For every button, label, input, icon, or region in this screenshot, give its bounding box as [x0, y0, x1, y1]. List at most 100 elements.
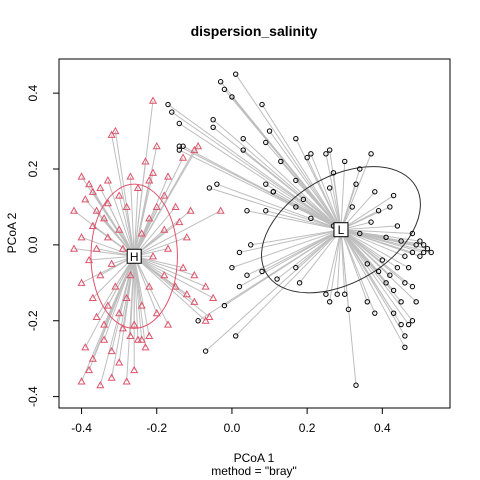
x-tick-label: 0.2: [299, 421, 316, 435]
point-H: [152, 202, 161, 211]
point-L: [248, 242, 254, 248]
point-L: [195, 318, 201, 324]
point-L: [409, 283, 416, 290]
spoke-line-H: [118, 195, 135, 257]
x-tick-label: 0.4: [374, 421, 391, 435]
spoke-line-H: [111, 134, 135, 257]
point-L: [214, 181, 220, 187]
point-H: [107, 259, 116, 267]
spoke-line-L: [340, 229, 432, 253]
point-L: [349, 204, 355, 210]
point-H: [100, 335, 109, 343]
spoke-line-L: [212, 119, 342, 231]
point-H: [205, 312, 214, 321]
spoke-line-L: [340, 229, 409, 269]
point-H: [107, 373, 116, 381]
point-H: [179, 263, 188, 271]
point-L: [372, 189, 378, 195]
point-L: [270, 189, 276, 195]
point-H: [88, 187, 97, 195]
point-L: [217, 79, 224, 85]
spoke-line-H: [133, 255, 206, 288]
point-H: [100, 320, 109, 328]
point-H: [137, 301, 146, 309]
spoke-line-H: [133, 210, 221, 257]
point-L: [424, 245, 431, 252]
point-L: [202, 348, 209, 354]
spoke-line-L: [171, 111, 342, 231]
point-H: [100, 214, 109, 222]
point-L: [428, 249, 434, 256]
centroid-H: H: [126, 248, 142, 264]
data-points: [69, 71, 434, 389]
point-L: [375, 268, 382, 275]
point-H: [137, 229, 146, 237]
spoke-line-L: [325, 229, 342, 295]
point-L: [308, 215, 314, 222]
spoke-line-L: [340, 229, 406, 337]
x-tick-label: -0.4: [71, 421, 92, 435]
spoke-line-H: [133, 149, 195, 257]
point-L: [405, 264, 412, 271]
spoke-line-L: [340, 229, 413, 234]
spoke-line-L: [239, 229, 342, 288]
point-H: [77, 172, 86, 180]
point-H: [141, 157, 150, 165]
spoke-line-L: [197, 229, 342, 322]
point-L: [413, 242, 419, 248]
spoke-line-L: [340, 229, 417, 303]
spoke-line-H: [133, 180, 150, 257]
point-H: [209, 293, 218, 302]
point-L: [398, 238, 404, 244]
point-L: [383, 234, 389, 240]
point-L: [364, 261, 370, 267]
spoke-line-H: [134, 236, 187, 257]
spoke-line-H: [133, 256, 146, 348]
x-tick-label: -0.2: [146, 421, 167, 435]
point-L: [372, 310, 378, 316]
y-tick-label: 0.0: [26, 236, 40, 253]
spoke-line-L: [340, 229, 420, 242]
point-H: [201, 282, 210, 290]
point-L: [326, 147, 333, 153]
point-H: [160, 270, 169, 279]
point-L: [293, 177, 299, 184]
point-L: [417, 238, 423, 244]
spoke-line-L: [179, 123, 342, 231]
point-L: [402, 333, 408, 339]
point-L: [326, 299, 333, 305]
spoke-line-L: [231, 229, 342, 269]
point-H: [163, 320, 173, 328]
y-tick-label: -0.4: [26, 386, 40, 407]
point-L: [229, 264, 235, 271]
point-H: [171, 202, 180, 211]
centroid-label-H: H: [130, 250, 139, 264]
ellipse-L: [261, 166, 421, 294]
point-L: [368, 219, 374, 225]
spoke-line-H: [73, 248, 135, 257]
spoke-line-L: [306, 157, 342, 230]
spoke-line-H: [133, 255, 210, 318]
spoke-line-L: [242, 138, 342, 231]
y-tick-label: 0.4: [26, 84, 40, 101]
chart-subtitle: method = "bray": [211, 464, 297, 478]
point-H: [148, 96, 158, 104]
point-L: [353, 181, 359, 187]
point-H: [96, 183, 105, 192]
point-H: [126, 172, 135, 180]
point-H: [92, 312, 101, 321]
spoke-line-L: [209, 187, 342, 231]
point-H: [85, 255, 94, 264]
point-H: [148, 252, 158, 260]
centroid-label-L: L: [338, 223, 345, 237]
point-H: [160, 225, 169, 233]
point-H: [190, 270, 199, 279]
point-L: [180, 143, 186, 149]
centroid-box-H: [126, 248, 142, 264]
point-L: [259, 268, 265, 275]
spoke-line-L: [231, 96, 342, 231]
point-H: [182, 233, 191, 241]
point-H: [103, 198, 112, 207]
point-L: [379, 257, 386, 263]
point-H: [88, 354, 97, 362]
